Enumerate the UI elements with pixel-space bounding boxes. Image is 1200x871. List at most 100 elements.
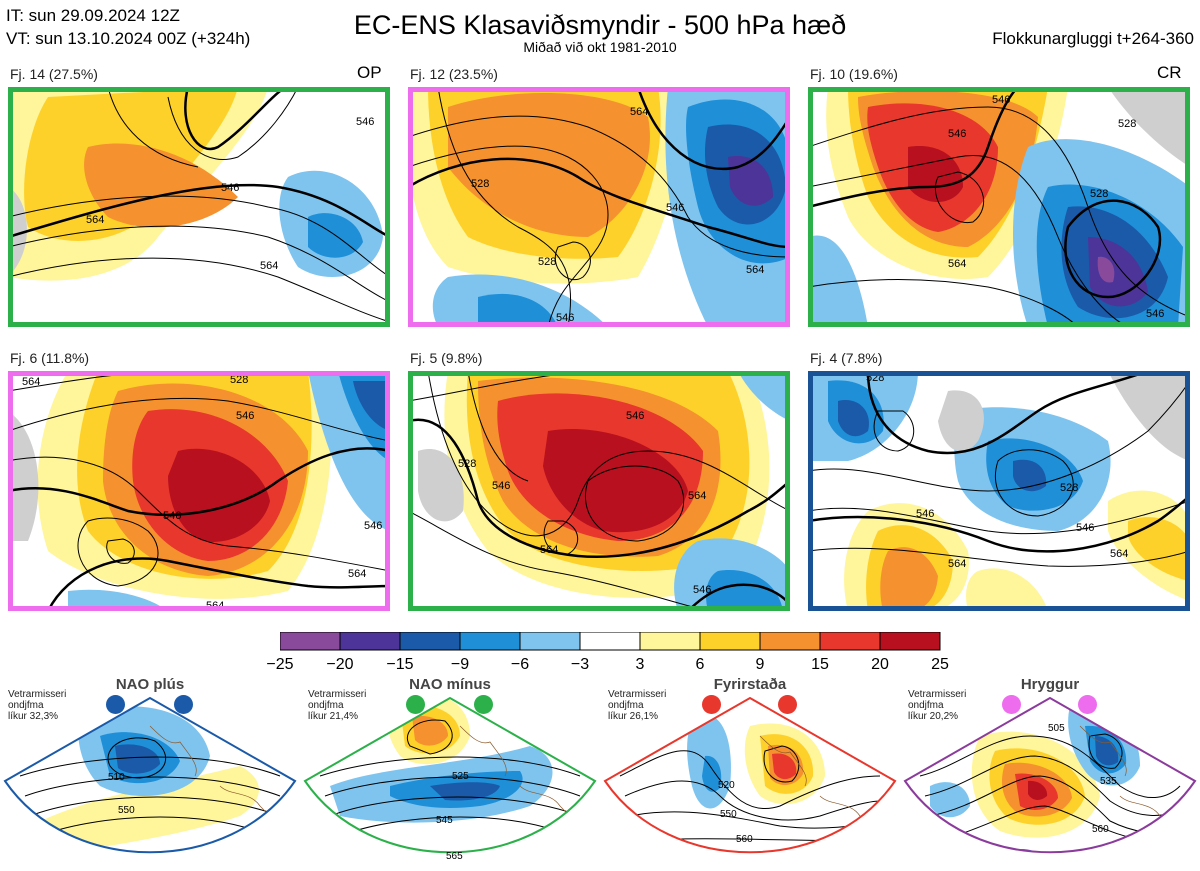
valid-time: VT: sun 13.10.2024 00Z (+324h): [6, 29, 251, 48]
contour-label: 564: [948, 558, 966, 570]
contour-label: 546: [693, 584, 711, 596]
contour-label: 564: [688, 490, 706, 502]
contour-label: 546: [492, 480, 510, 492]
colorbar-tick-label: 6: [695, 656, 705, 673]
cluster-frame: [808, 371, 1190, 611]
regime-marker: [106, 695, 125, 714]
colorbar-tick-label: −15: [386, 656, 414, 673]
colorbar-tick-label: 25: [931, 656, 949, 673]
regime-marker: [1078, 695, 1097, 714]
contour-label: 546: [221, 182, 239, 194]
contour-label: 528: [538, 256, 556, 268]
cluster-map-5: 528 546 564 546 564 546: [408, 371, 790, 611]
colorbar-swatch: [759, 631, 821, 651]
contour-label: 545: [436, 815, 453, 826]
contour-label: 546: [236, 410, 254, 422]
init-time: IT: sun 29.09.2024 12Z: [6, 6, 180, 25]
regime-name: NAO plús: [115, 676, 185, 693]
cluster-label: Fj. 10 (19.6%): [810, 66, 898, 82]
contour-label: 546: [948, 128, 966, 140]
colorbar-tick-label: −3: [570, 656, 590, 673]
cluster-map-6: 564 528 546 546 546 564 564: [8, 371, 390, 611]
colorbar-tick-label: 3: [635, 656, 645, 673]
cluster-map-14: 546 564 546 564: [8, 87, 390, 327]
colorbar-tick-label: −6: [510, 656, 530, 673]
contour-label: 564: [22, 376, 40, 388]
colorbar-tick-label: 15: [811, 656, 829, 673]
contour-label: 528: [1060, 482, 1078, 494]
colorbar-swatch: [399, 631, 461, 651]
regime-frame: [603, 696, 897, 854]
contour-label: 564: [348, 568, 366, 580]
regime-note: Vetrarmisseri ondjfma líkur 21,4%: [308, 689, 367, 722]
colorbar-swatch: [699, 631, 761, 651]
regime-note: Vetrarmisseri ondjfma líkur 20,2%: [908, 689, 967, 722]
contour-label: 564: [746, 264, 764, 276]
contour-label: 564: [1110, 548, 1128, 560]
regime-marker: [474, 695, 493, 714]
contour-label: 546: [163, 510, 181, 522]
regime-ridge: Hryggur Vetrarmisseri ondjfma líkur 20,2%: [900, 676, 1200, 871]
regime-marker: [406, 695, 425, 714]
cluster-map-12: 528 546 564 528 546 564: [408, 87, 790, 327]
regime-note: Vetrarmisseri ondjfma líkur 32,3%: [8, 689, 67, 722]
regime-nao-minus: NAO mínus Vetrarmisseri ondjfma líkur 21,4…: [300, 676, 600, 871]
contour-label: 520: [718, 780, 735, 791]
colorbar-swatch: [459, 631, 521, 651]
regime-frame: [3, 696, 297, 854]
colorbar-swatch: [339, 631, 401, 651]
contour-label: 564: [206, 600, 224, 611]
contour-label: 528: [230, 374, 248, 386]
contour-label: 528: [471, 178, 489, 190]
cluster-frame: [808, 87, 1190, 327]
contour-label: 560: [736, 834, 753, 845]
contour-label: 564: [86, 214, 104, 226]
contour-label: 528: [458, 458, 476, 470]
regime-marker: [702, 695, 721, 714]
cluster-label: Fj. 6 (11.8%): [10, 350, 90, 366]
cluster-tag: CR: [1157, 63, 1182, 82]
regime-note: Vetrarmisseri ondjfma líkur 26,1%: [608, 689, 667, 722]
colorbar-swatch: [819, 631, 881, 651]
contour-label: 510: [108, 772, 125, 783]
contour-label: 550: [720, 809, 737, 820]
cluster-map-10: 546 546 564 528 528 546: [808, 87, 1190, 327]
contour-label: 528: [1090, 188, 1108, 200]
regime-marker: [778, 695, 797, 714]
cluster-frame: [8, 87, 390, 327]
contour-label: 546: [992, 94, 1010, 106]
contour-label: 546: [666, 202, 684, 214]
cluster-frame: [408, 87, 790, 327]
regime-marker: [174, 695, 193, 714]
colorbar-swatch: [879, 631, 941, 651]
colorbar-tick-label: −20: [326, 656, 354, 673]
cluster-window: Flokkunargluggi t+264-360: [992, 29, 1194, 48]
contour-label: 564: [630, 106, 648, 118]
regime-marker: [1002, 695, 1021, 714]
colorbar-swatch: [519, 631, 581, 651]
cluster-label: Fj. 14 (27.5%): [10, 66, 98, 82]
cluster-tag: OP: [357, 63, 382, 82]
regime-blocking: Fyrirstaða Vetrarmisseri ondjfma líkur 26,…: [600, 676, 900, 871]
regime-name: NAO mínus: [409, 676, 491, 693]
contour-label: 564: [948, 258, 966, 270]
colorbar-tick-label: −25: [266, 656, 294, 673]
contour-label: 546: [356, 116, 374, 128]
page-subtitle: Miðað við okt 1981-2010: [523, 39, 677, 55]
anomaly-colorbar: −25 −20 −15 −9 −6 −3 3 6 9 15 20 25: [266, 631, 949, 673]
contour-label: 505: [1048, 723, 1065, 734]
cluster-frame: [408, 371, 790, 611]
contour-label: 546: [1146, 308, 1164, 320]
page-title: EC-ENS Klasaviðsmyndir - 500 hPa hæð: [353, 10, 847, 40]
cluster-label: Fj. 4 (7.8%): [810, 350, 883, 366]
contour-label: 565: [446, 851, 463, 862]
contour-label: 546: [1076, 522, 1094, 534]
colorbar-swatch: [579, 631, 641, 651]
contour-label: 564: [540, 544, 558, 556]
contour-label: 564: [260, 260, 278, 272]
contour-label: 546: [556, 312, 574, 324]
cluster-label: Fj. 12 (23.5%): [410, 66, 498, 82]
contour-label: 525: [452, 771, 469, 782]
colorbar-swatch: [639, 631, 701, 651]
cluster-label: Fj. 5 (9.8%): [410, 350, 483, 366]
